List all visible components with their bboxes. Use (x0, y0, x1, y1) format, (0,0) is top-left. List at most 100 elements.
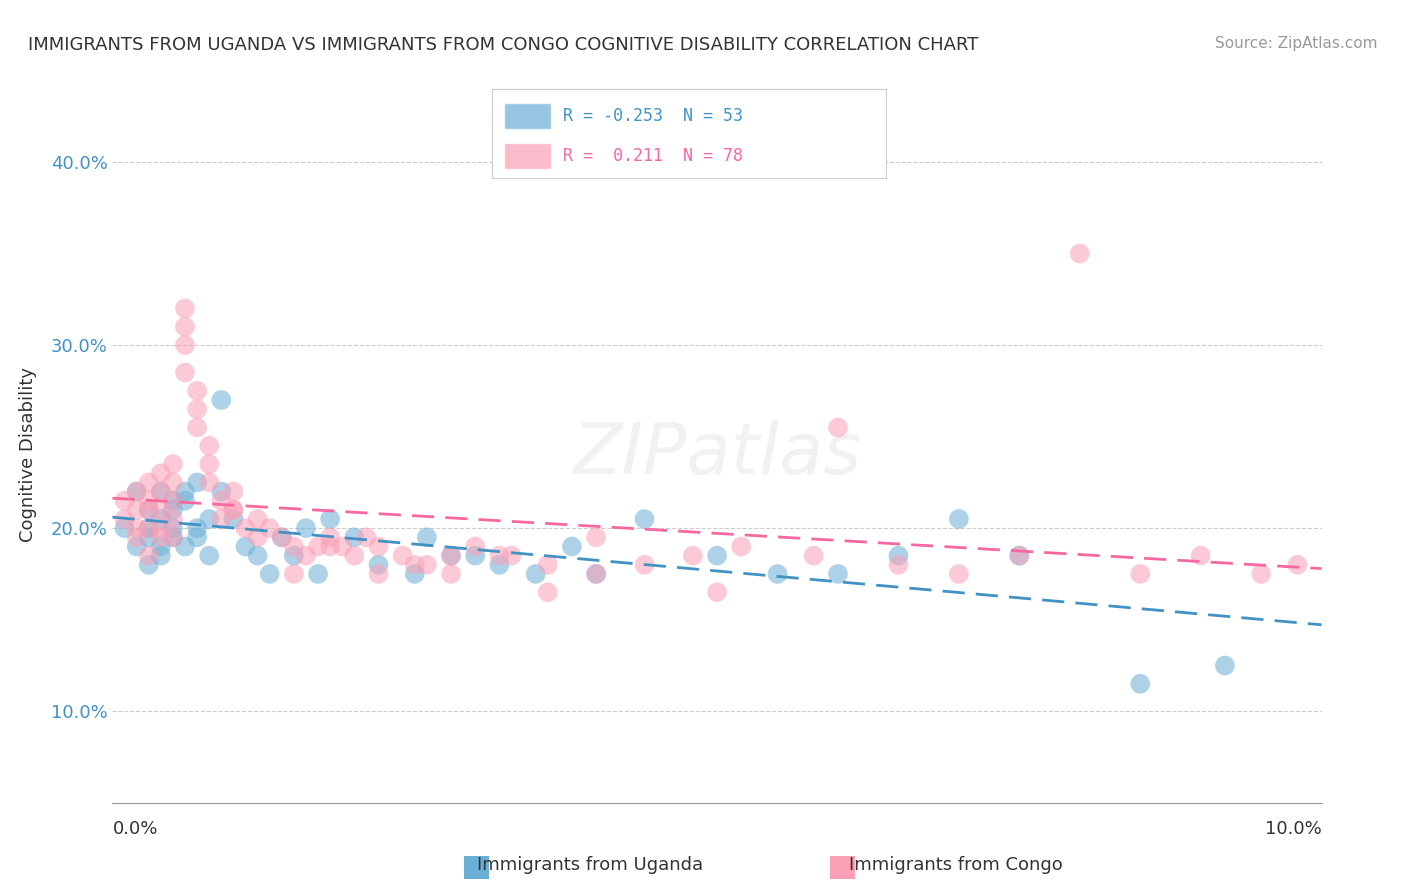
Point (114, 493, 136, 508)
Point (766, 566, 789, 581)
Point (138, 503, 160, 517)
Point (343, 549, 366, 563)
Point (162, 503, 184, 517)
Point (319, 512, 342, 526)
Point (585, 530, 607, 544)
Point (561, 540, 583, 554)
Point (149, 530, 172, 544)
Point (706, 585, 728, 599)
Point (149, 540, 172, 554)
FancyBboxPatch shape (503, 103, 551, 129)
Point (138, 521, 160, 535)
Point (162, 493, 184, 508)
Point (416, 530, 439, 544)
Point (209, 493, 232, 508)
Point (259, 566, 281, 581)
Point (138, 558, 160, 572)
Point (162, 512, 184, 526)
Point (125, 484, 148, 499)
Point (222, 484, 245, 499)
Point (633, 512, 655, 526)
Point (585, 566, 607, 581)
Point (162, 493, 184, 508)
Point (1213, 658, 1236, 673)
Point (464, 540, 486, 554)
Point (138, 549, 160, 563)
Point (440, 566, 463, 581)
Point (1008, 549, 1031, 563)
Point (537, 558, 560, 572)
Point (367, 566, 389, 581)
Point (114, 512, 136, 526)
Point (198, 457, 221, 471)
Point (186, 384, 208, 398)
Point (198, 439, 221, 453)
Point (948, 566, 970, 581)
Point (174, 319, 197, 334)
Point (259, 521, 281, 535)
Text: R =  0.211  N = 78: R = 0.211 N = 78 (562, 147, 742, 165)
Point (198, 549, 221, 563)
Point (125, 521, 148, 535)
Point (537, 585, 560, 599)
Text: Immigrants from Uganda: Immigrants from Uganda (478, 855, 703, 873)
Point (138, 503, 160, 517)
Point (585, 566, 607, 581)
Point (246, 530, 269, 544)
Point (633, 558, 655, 572)
Point (887, 549, 910, 563)
Point (114, 521, 136, 535)
Point (186, 530, 208, 544)
Point (270, 530, 292, 544)
Point (174, 540, 197, 554)
Point (222, 503, 245, 517)
Point (319, 540, 342, 554)
FancyBboxPatch shape (503, 143, 551, 169)
Point (125, 503, 148, 517)
Point (1129, 677, 1152, 691)
Text: ZIPatlas: ZIPatlas (572, 420, 862, 490)
Point (367, 558, 389, 572)
Point (1189, 549, 1212, 563)
Point (138, 475, 160, 490)
Point (488, 558, 510, 572)
Text: 10.0%: 10.0% (1265, 820, 1322, 838)
Point (295, 549, 318, 563)
Point (174, 493, 197, 508)
Point (174, 338, 197, 352)
Point (235, 540, 257, 554)
Point (149, 484, 172, 499)
Text: R = -0.253  N = 53: R = -0.253 N = 53 (562, 107, 742, 125)
Point (209, 512, 232, 526)
Point (162, 475, 184, 490)
Point (283, 540, 305, 554)
Point (162, 530, 184, 544)
Point (682, 549, 704, 563)
Point (1286, 558, 1309, 572)
Point (524, 566, 547, 581)
Point (803, 549, 825, 563)
Text: Immigrants from Congo: Immigrants from Congo (849, 855, 1063, 873)
Point (174, 484, 197, 499)
Point (356, 530, 378, 544)
Point (246, 512, 269, 526)
Point (887, 558, 910, 572)
Point (706, 549, 728, 563)
Point (198, 512, 221, 526)
Point (319, 530, 342, 544)
Point (149, 549, 172, 563)
Point (307, 540, 329, 554)
Point (501, 549, 523, 563)
Point (283, 566, 305, 581)
Point (416, 558, 439, 572)
Point (209, 392, 232, 407)
Point (222, 503, 245, 517)
Point (174, 366, 197, 380)
Point (149, 503, 172, 517)
Point (209, 484, 232, 499)
Point (149, 484, 172, 499)
Point (162, 521, 184, 535)
Point (343, 530, 366, 544)
Point (307, 566, 329, 581)
Point (138, 530, 160, 544)
